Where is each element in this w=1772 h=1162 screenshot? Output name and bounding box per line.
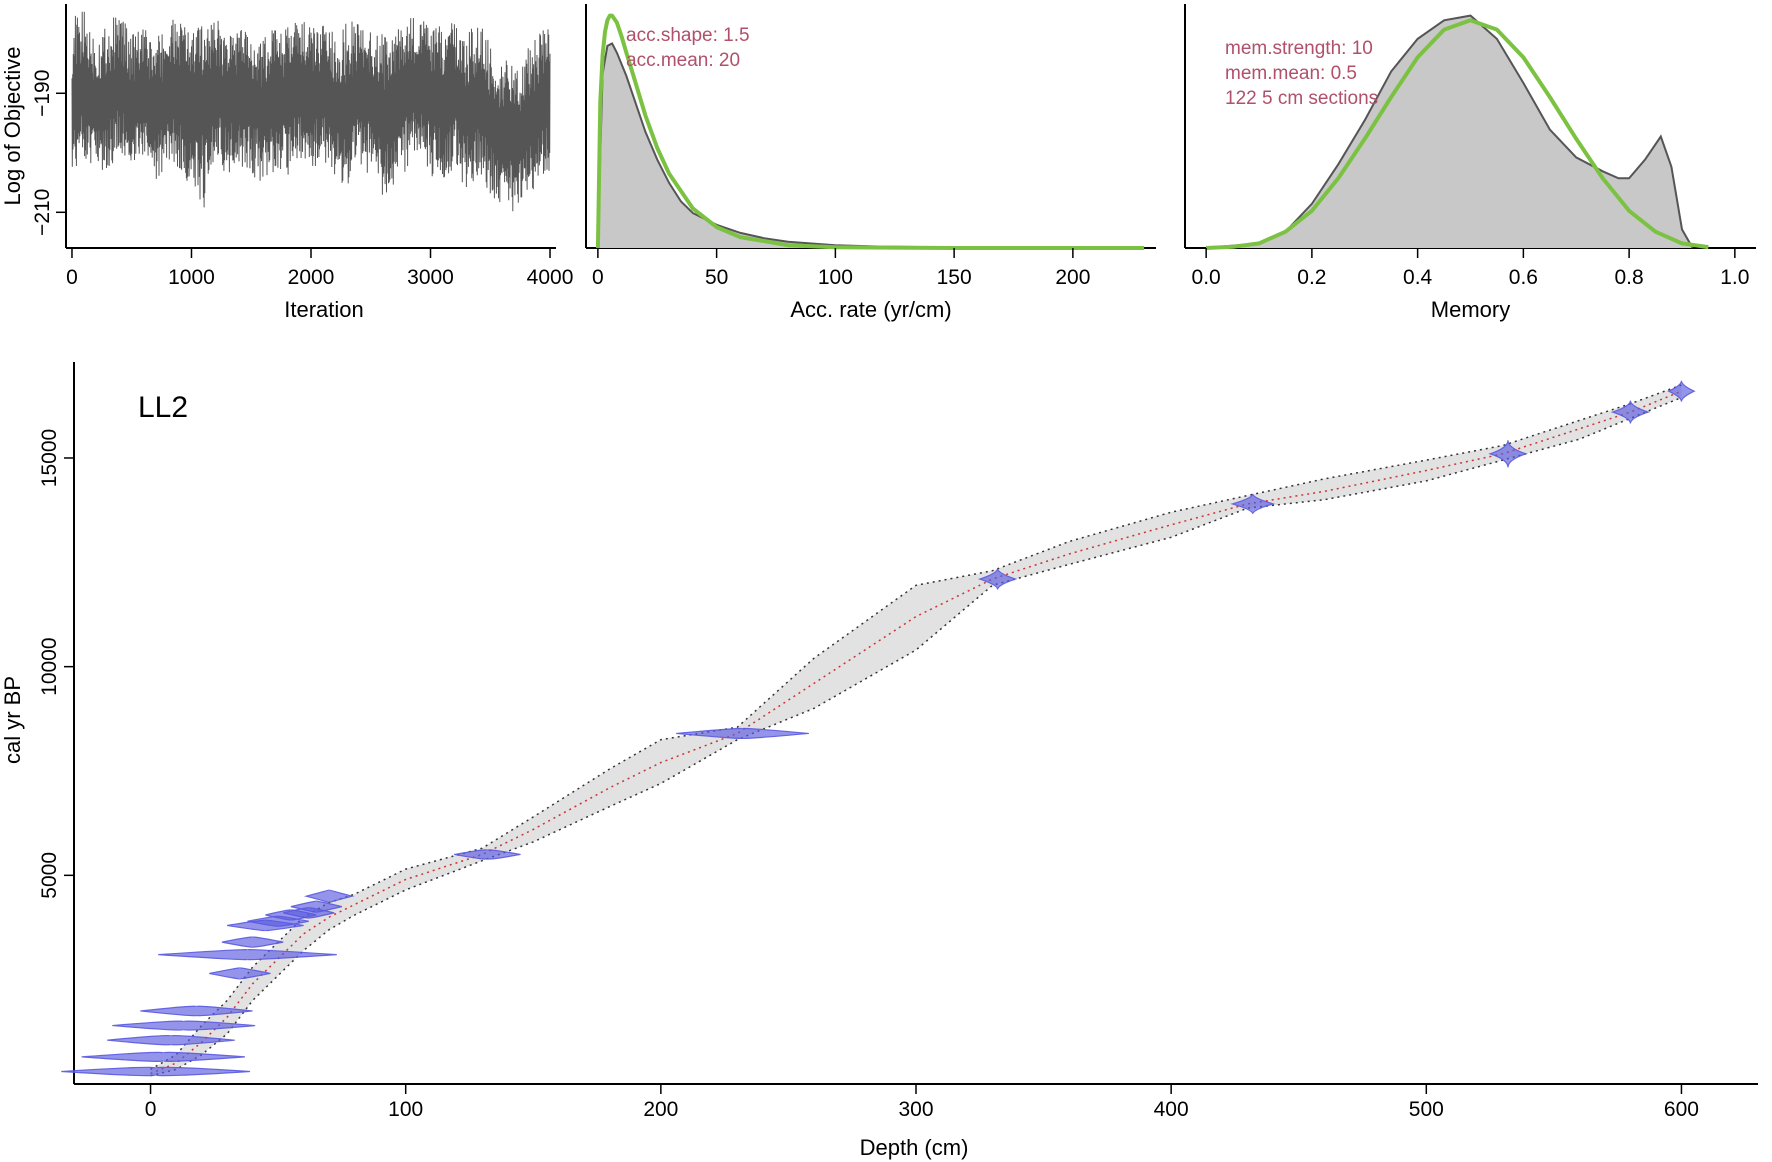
y-tick-label: −210 — [31, 189, 54, 236]
x-tick-label: 0 — [66, 266, 78, 289]
objective-trace — [71, 11, 551, 212]
y-tick-label: 15000 — [38, 429, 61, 487]
core-label: LL2 — [138, 391, 188, 424]
x-tick-label: 0.6 — [1509, 266, 1538, 289]
prior-annotation: mem.mean: 0.5 — [1225, 63, 1357, 84]
x-tick-label: 0.2 — [1297, 266, 1326, 289]
x-tick-label: 4000 — [527, 266, 574, 289]
acc-rate-panel: 0 50 100 150 200 Acc. rate (yr/cm) acc.shape: … — [585, 4, 1156, 322]
calibrated-date — [140, 1005, 253, 1017]
prior-line — [1206, 18, 1709, 250]
calibrated-date — [676, 727, 809, 740]
lower-envelope — [150, 396, 1682, 1077]
upper-envelope — [150, 384, 1682, 1071]
posterior-line — [1206, 14, 1694, 249]
y-axis-title: cal yr BP — [0, 676, 25, 764]
calibrated-date — [977, 568, 1018, 590]
age-depth-panel: 0 100 200 300 400 500 600 5000 10000 15000 Depth (… — [0, 362, 1758, 1160]
x-tick-label: 0.0 — [1192, 266, 1221, 289]
x-tick-label: 200 — [643, 1098, 678, 1121]
x-axis-title: Depth (cm) — [860, 1135, 969, 1160]
uncertainty-band — [150, 385, 1682, 1076]
calibrated-date — [81, 1051, 245, 1062]
x-tick-label: 0.4 — [1403, 266, 1433, 289]
x-tick-label: 400 — [1154, 1098, 1189, 1121]
x-tick-label: 2000 — [288, 266, 335, 289]
x-tick-label: 0.8 — [1615, 266, 1644, 289]
x-tick-label: 0 — [592, 266, 604, 289]
x-tick-label: 1.0 — [1720, 266, 1749, 289]
x-tick-label: 100 — [388, 1098, 423, 1121]
calibrated-date — [158, 949, 337, 961]
iteration-panel: 0 1000 2000 3000 4000 −190 −210 Iteration Log of… — [0, 4, 573, 322]
median-line — [150, 390, 1682, 1075]
calibrated-date — [107, 1034, 235, 1046]
calibrated-date — [61, 1066, 251, 1077]
prior-annotation: acc.mean: 20 — [626, 50, 740, 71]
calibrated-date — [290, 900, 343, 913]
x-tick-label: 1000 — [168, 266, 215, 289]
x-tick-label: 150 — [937, 266, 972, 289]
posterior-area — [597, 43, 1145, 248]
calibrated-date — [454, 849, 521, 860]
y-tick-label: 10000 — [38, 637, 61, 695]
calibrated-date — [303, 889, 355, 904]
calibrated-date — [209, 967, 271, 980]
memory-panel: 0.0 0.2 0.4 0.6 0.8 1.0 Memory mem.strength: 10… — [1184, 4, 1756, 322]
calibrated-date — [1610, 400, 1651, 424]
x-tick-label: 300 — [898, 1098, 933, 1121]
calibrated-date — [112, 1020, 256, 1031]
prior-annotation: 122 5 cm sections — [1225, 88, 1378, 109]
x-tick-label: 600 — [1664, 1098, 1699, 1121]
x-tick-label: 100 — [818, 266, 853, 289]
y-axis-title: Log of Objective — [0, 47, 25, 206]
calibrated-date — [1667, 380, 1696, 402]
prior-annotation: mem.strength: 10 — [1225, 38, 1373, 59]
y-tick-label: −190 — [31, 70, 54, 117]
prior-annotation: acc.shape: 1.5 — [626, 25, 750, 46]
calibrated-date — [221, 936, 284, 948]
x-axis-title: Memory — [1431, 297, 1510, 322]
calibrated-date — [1488, 440, 1528, 468]
x-tick-label: 200 — [1055, 266, 1090, 289]
calibrated-date — [1230, 493, 1276, 515]
y-tick-label: 5000 — [38, 852, 61, 899]
x-tick-label: 50 — [705, 266, 728, 289]
x-tick-label: 0 — [145, 1098, 157, 1121]
x-axis-title: Acc. rate (yr/cm) — [790, 297, 951, 322]
x-tick-label: 500 — [1409, 1098, 1444, 1121]
prior-line — [595, 13, 1145, 250]
x-tick-label: 3000 — [407, 266, 454, 289]
x-axis-title: Iteration — [284, 297, 364, 322]
